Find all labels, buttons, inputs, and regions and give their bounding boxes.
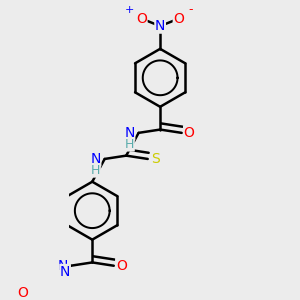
Text: S: S — [151, 152, 160, 166]
Text: +: + — [125, 4, 135, 14]
Text: N: N — [90, 152, 101, 166]
Text: O: O — [136, 12, 147, 26]
Text: H: H — [125, 138, 134, 151]
Text: O: O — [17, 286, 28, 300]
Text: N: N — [155, 19, 165, 33]
Text: N: N — [57, 259, 68, 273]
Text: O: O — [173, 12, 184, 26]
Text: H: H — [91, 164, 100, 177]
Text: O: O — [116, 259, 127, 273]
Text: N: N — [124, 126, 135, 140]
Text: O: O — [184, 126, 195, 140]
Text: -: - — [188, 3, 193, 16]
Text: N: N — [60, 265, 70, 278]
